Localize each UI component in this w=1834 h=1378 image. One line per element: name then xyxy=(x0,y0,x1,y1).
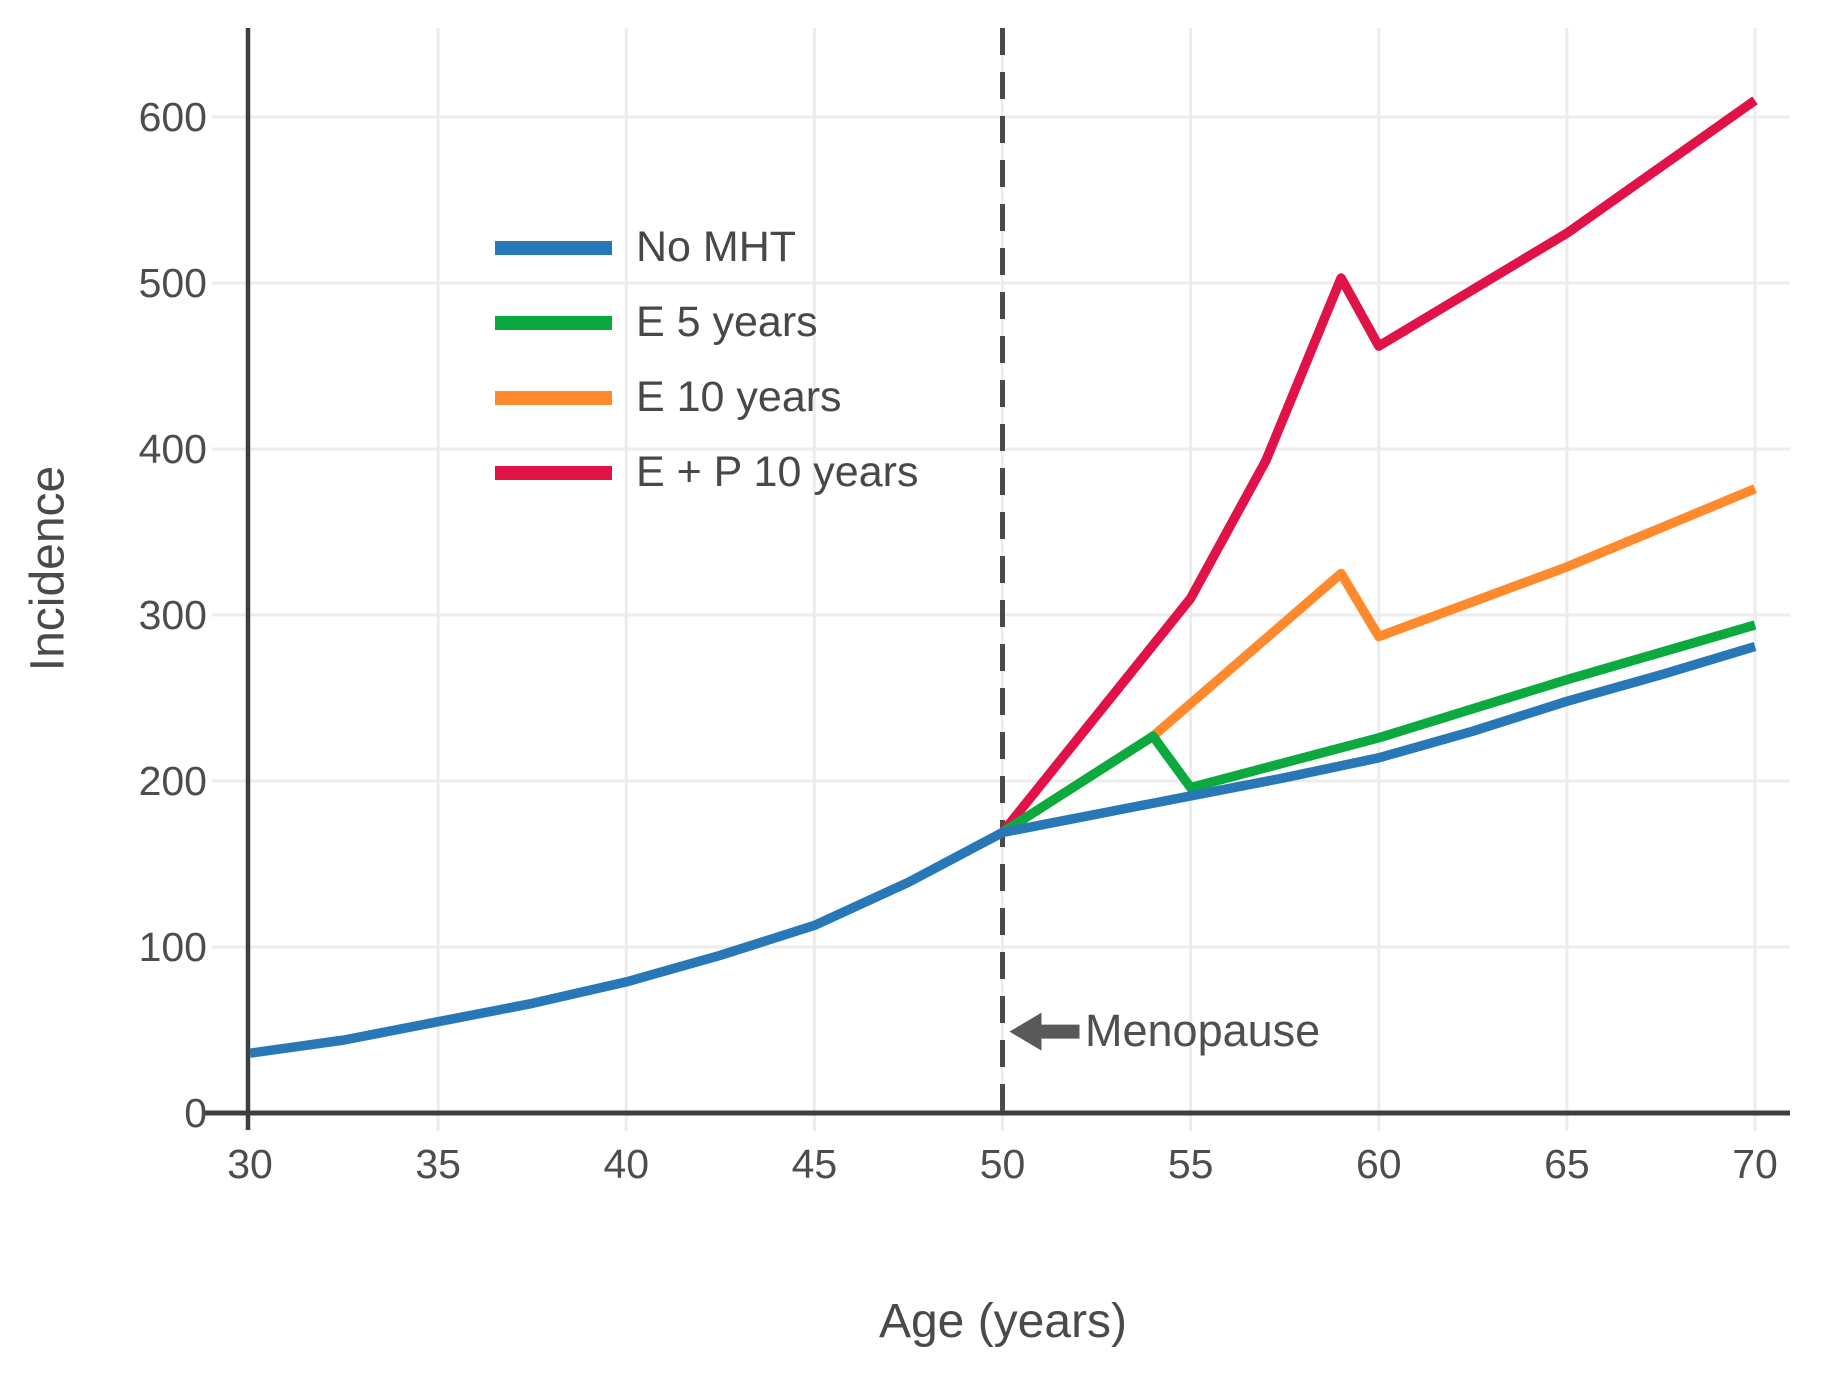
y-tick-label-300: 300 xyxy=(138,592,207,638)
y-tick-label-0: 0 xyxy=(184,1090,207,1136)
y-tick-label-400: 400 xyxy=(138,426,207,472)
x-tick-label-35: 35 xyxy=(415,1141,461,1187)
legend-label: E 5 years xyxy=(636,298,818,346)
legend-item-e-10-years: E 10 years xyxy=(495,360,918,435)
series-line-no-mht xyxy=(249,641,1757,1058)
legend-swatch-icon xyxy=(495,240,612,255)
x-tick-label-50: 50 xyxy=(979,1141,1026,1187)
legend-swatch-icon xyxy=(495,315,612,330)
legend: No MHT E 5 years E 10 years E + P 10 years xyxy=(495,210,918,510)
legend-label: No MHT xyxy=(636,223,797,271)
legend-label: E 10 years xyxy=(636,373,842,421)
legend-swatch-icon xyxy=(495,465,612,480)
menopause-annotation-label: Menopause xyxy=(1085,1005,1321,1056)
x-tick-label-30: 30 xyxy=(227,1141,273,1187)
x-tick-label-40: 40 xyxy=(603,1141,650,1187)
y-axis-title: Incidence xyxy=(21,465,75,672)
x-tick-label-60: 60 xyxy=(1355,1141,1402,1187)
x-tick-label-65: 65 xyxy=(1544,1141,1590,1187)
series-line-e-p-10-years xyxy=(998,96,1758,836)
y-tick-label-500: 500 xyxy=(138,260,207,306)
legend-item-e-5-years: E 5 years xyxy=(495,285,918,360)
legend-item-e-p-10-years: E + P 10 years xyxy=(495,435,918,510)
series-line-e-5-years xyxy=(999,620,1757,837)
legend-item-no-mht: No MHT xyxy=(495,210,918,285)
x-axis-title: Age (years) xyxy=(878,1295,1128,1348)
menopause-arrow-icon xyxy=(1009,1012,1080,1051)
x-tick-label-70: 70 xyxy=(1732,1141,1778,1187)
y-tick-label-600: 600 xyxy=(138,94,207,140)
legend-label: E + P 10 years xyxy=(636,448,919,496)
y-tick-label-100: 100 xyxy=(138,924,207,970)
axes xyxy=(205,28,1790,1130)
x-tick-label-45: 45 xyxy=(791,1141,838,1187)
legend-swatch-icon xyxy=(495,390,612,405)
data-series-lines xyxy=(249,96,1758,1058)
y-tick-label-200: 200 xyxy=(138,758,207,804)
x-tick-label-55: 55 xyxy=(1167,1141,1214,1187)
